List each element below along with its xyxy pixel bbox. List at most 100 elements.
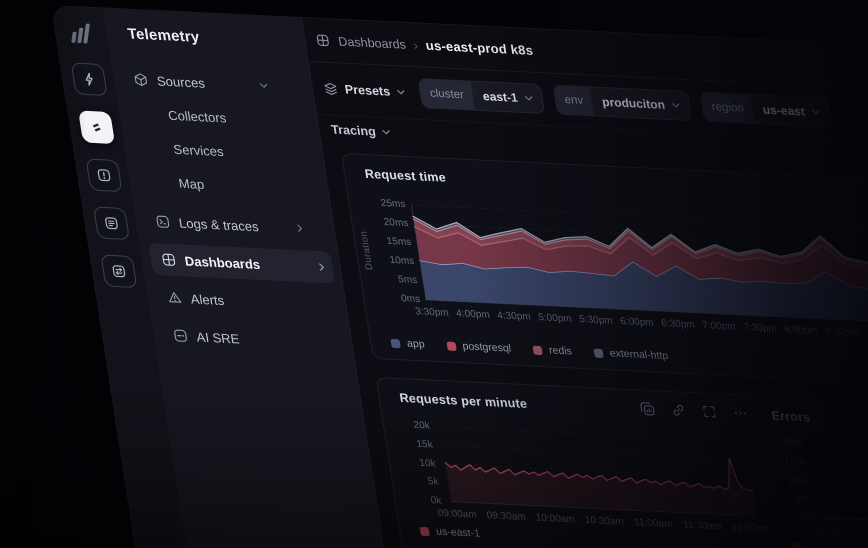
cube-icon [134, 73, 148, 87]
presets-dropdown[interactable]: Presets [322, 80, 408, 100]
sidebar-item-ai-sre[interactable]: AI SRE [160, 319, 347, 360]
presets-label: Presets [343, 82, 392, 99]
sidebar-title: Telemetry [126, 25, 201, 46]
flow-icon [92, 123, 101, 132]
xtick-label: 3:30pm [414, 306, 450, 319]
rail-button-alerts[interactable] [85, 158, 123, 193]
sidebar-item-label: Map [177, 175, 206, 192]
chart-title: Errors [770, 408, 812, 425]
terminal-square-icon [156, 215, 170, 228]
legend-label: external-http [608, 347, 670, 363]
xtick-label: 09:00am [437, 507, 478, 521]
filter-key: env [553, 85, 595, 116]
legend-label: us-east-1 [435, 525, 481, 540]
ytick-label: 20k [412, 419, 431, 432]
rail-button-telemetry-active[interactable] [78, 110, 116, 145]
filter-pill-region[interactable]: region us-east [699, 91, 833, 128]
legend-item[interactable] [791, 542, 802, 548]
legend-swatch [532, 345, 543, 355]
sidebar-item-dashboards[interactable]: Dashboards [148, 242, 336, 284]
xtick-label: 4:00pm [455, 308, 491, 321]
expand-icon[interactable] [700, 403, 718, 420]
breadcrumb-root[interactable]: Dashboards [337, 34, 407, 52]
xtick-label: 10:00am [535, 512, 576, 526]
warning-triangle-icon [169, 292, 182, 303]
xtick-label: 11:00am [633, 517, 674, 531]
breadcrumb-separator: › [412, 37, 419, 52]
xtick-label: 7:00pm [701, 320, 737, 333]
filter-value: us-east [761, 102, 806, 119]
tilted-app-window: Telemetry Sources Collectors Services [52, 6, 868, 548]
filter-pill-cluster[interactable]: cluster east-1 [417, 78, 545, 115]
layers-icon [324, 82, 338, 96]
legend-label: postgresql [461, 340, 512, 355]
xtick-label: 10:30am [584, 514, 625, 528]
chevron-down-icon [811, 109, 820, 115]
xtick-label: 8:30pm [824, 325, 860, 339]
legend-item[interactable]: external-http [593, 347, 670, 363]
legend-item[interactable]: redis [532, 344, 573, 358]
dashboards-grid-icon [316, 34, 329, 47]
legend-swatch [390, 338, 401, 348]
xtick-label: 12:00pm [731, 521, 772, 535]
chart-title: Request time [363, 166, 447, 185]
legend-item[interactable]: postgresql [445, 340, 512, 355]
filter-value: east-1 [481, 89, 519, 105]
xtick-label: 5:00pm [537, 312, 573, 325]
main-content: Dashboards › us-east-prod k8s Presets [302, 18, 868, 548]
legend-swatch [593, 348, 604, 358]
chevron-right-icon [297, 224, 303, 232]
chevron-down-icon [397, 89, 405, 95]
dashboards-grid-icon [162, 253, 176, 266]
chevron-down-icon [524, 96, 533, 101]
request-time-card: Request time 0ms 5ms 10ms 15ms 20ms 25ms 3:30p… [340, 152, 868, 399]
legend-label: app [406, 337, 426, 351]
breadcrumb-current-page: us-east-prod k8s [424, 37, 535, 58]
link-icon[interactable] [669, 402, 687, 419]
rail-button-logs[interactable] [93, 206, 130, 241]
alert-square-icon [97, 169, 111, 182]
ytick-label: 5k [427, 476, 440, 488]
legend-item[interactable]: app [390, 337, 426, 351]
sidebar-item-label: Logs & traces [177, 215, 260, 234]
brand-logo-icon [71, 23, 90, 44]
rail-button-energy[interactable] [70, 62, 108, 97]
filter-value: produciton [601, 94, 666, 112]
filter-pill-env[interactable]: env produciton [552, 84, 693, 122]
sidebar-item-label: Collectors [166, 107, 228, 126]
sidebar-item-label: Services [172, 141, 225, 159]
xtick-label: 7:30pm [742, 322, 778, 335]
xtick-label: 6:00pm [619, 316, 655, 329]
filter-key: region [700, 92, 755, 124]
tracing-section-header[interactable]: Tracing [330, 123, 393, 140]
duplicate-chart-icon[interactable] [638, 400, 656, 417]
xtick-label: 5:30pm [578, 314, 614, 327]
legend-swatch [791, 542, 802, 548]
requests-per-minute-card: Requests per minute [375, 376, 790, 548]
xtick-label: 6:30pm [660, 318, 696, 331]
tracing-label: Tracing [330, 122, 377, 139]
app-window: Telemetry Sources Collectors Services [52, 6, 868, 548]
sidebar-item-alerts[interactable]: Alerts [154, 281, 341, 322]
rail-button-transfer[interactable] [100, 254, 138, 289]
chart-title: Requests per minute [398, 390, 529, 411]
xtick-label: 8:00pm [783, 323, 819, 337]
sidebar-item-logs-traces[interactable]: Logs & traces [142, 205, 329, 246]
legend-swatch [419, 526, 430, 536]
bolt-icon [85, 72, 93, 86]
legend-label: redis [548, 344, 573, 358]
xtick-label: 4:30pm [496, 310, 532, 323]
chevron-right-icon [319, 263, 324, 271]
errors-chart: 0% 5% 10% 15% 20% 09:00am [753, 426, 868, 548]
xtick-label: 11:30am [682, 519, 723, 533]
chevron-down-icon [382, 129, 391, 135]
ytick-label: 0k [429, 495, 443, 507]
sidebar-item-label: Alerts [189, 291, 226, 308]
ai-assistant-icon [174, 329, 187, 342]
more-options-icon[interactable] [731, 405, 749, 422]
card-toolbar [638, 400, 749, 421]
chevron-down-icon [259, 83, 268, 88]
sidebar-item-label: Dashboards [183, 253, 262, 272]
sidebar-item-map[interactable]: Map [136, 165, 323, 206]
